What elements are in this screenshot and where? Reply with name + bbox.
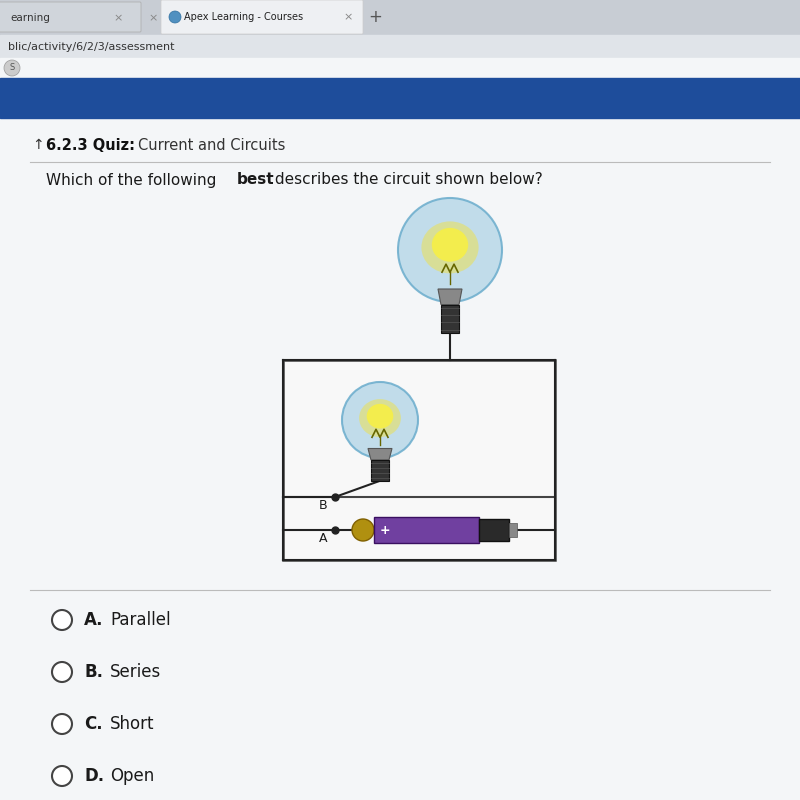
- Circle shape: [4, 60, 20, 76]
- Ellipse shape: [432, 228, 468, 262]
- Circle shape: [352, 519, 374, 541]
- Text: Parallel: Parallel: [110, 611, 170, 629]
- Text: A.: A.: [84, 611, 103, 629]
- Circle shape: [52, 610, 72, 630]
- Text: Apex Learning - Courses: Apex Learning - Courses: [184, 12, 303, 22]
- Text: D.: D.: [84, 767, 104, 785]
- Text: ↑: ↑: [32, 138, 44, 152]
- Text: best: best: [237, 173, 274, 187]
- Bar: [374, 517, 479, 543]
- Text: earning: earning: [10, 13, 50, 23]
- Circle shape: [342, 382, 418, 458]
- Text: Current and Circuits: Current and Circuits: [138, 138, 286, 153]
- Bar: [283, 360, 555, 560]
- Text: Which of the following: Which of the following: [46, 173, 222, 187]
- Text: C.: C.: [84, 715, 102, 733]
- Bar: [479, 519, 509, 541]
- Text: ×: ×: [343, 12, 353, 22]
- Ellipse shape: [359, 399, 401, 437]
- Text: Series: Series: [110, 663, 162, 681]
- Ellipse shape: [366, 404, 394, 429]
- Text: S: S: [10, 63, 14, 73]
- Bar: [0, 118, 800, 800]
- Bar: [441, 305, 459, 334]
- Text: B.: B.: [84, 663, 103, 681]
- Bar: [0, 78, 800, 118]
- FancyBboxPatch shape: [0, 2, 141, 32]
- Text: ×: ×: [114, 13, 122, 23]
- Circle shape: [52, 662, 72, 682]
- Text: Short: Short: [110, 715, 154, 733]
- Polygon shape: [438, 289, 462, 305]
- FancyBboxPatch shape: [161, 0, 363, 34]
- Text: B: B: [319, 499, 328, 512]
- Text: +: +: [380, 523, 390, 537]
- Ellipse shape: [422, 222, 478, 274]
- Text: A: A: [319, 532, 327, 545]
- Text: ×: ×: [148, 13, 158, 23]
- Text: blic/activity/6/2/3/assessment: blic/activity/6/2/3/assessment: [8, 42, 174, 52]
- Circle shape: [52, 714, 72, 734]
- Text: Open: Open: [110, 767, 154, 785]
- Text: +: +: [368, 8, 382, 26]
- Bar: [0, 58, 800, 78]
- Circle shape: [398, 198, 502, 302]
- Text: describes the circuit shown below?: describes the circuit shown below?: [270, 173, 542, 187]
- Bar: [0, 35, 800, 58]
- Circle shape: [52, 766, 72, 786]
- Bar: [0, 0, 800, 35]
- Polygon shape: [368, 449, 392, 460]
- Bar: [509, 523, 517, 537]
- Circle shape: [169, 11, 181, 23]
- Bar: [371, 460, 389, 481]
- Text: 6.2.3 Quiz:: 6.2.3 Quiz:: [46, 138, 135, 153]
